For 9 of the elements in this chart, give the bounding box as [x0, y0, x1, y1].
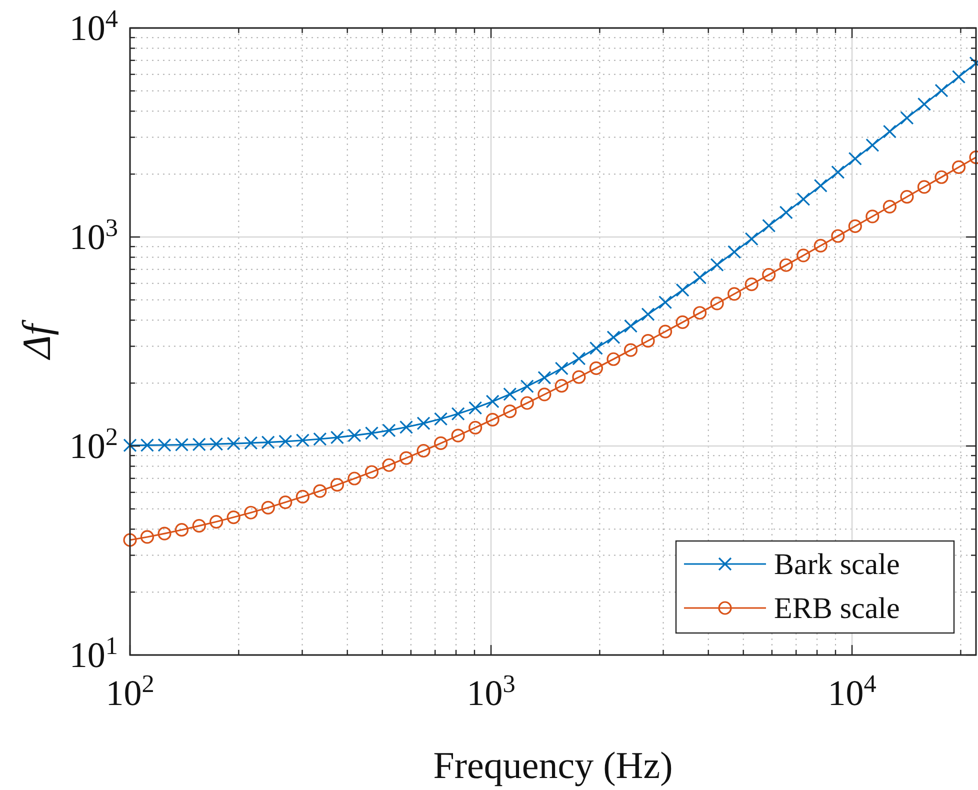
y-tick-label: 10$^{2}$: [69, 424, 118, 466]
legend-label: Bark scale: [774, 548, 900, 581]
x-tick-label: 10$^{4}$: [828, 670, 877, 713]
y-tick-label: 10$^{3}$: [69, 214, 118, 257]
x-tick-label: 10$^{3}$: [466, 670, 516, 713]
y-axis-title: Δf: [14, 319, 59, 361]
x-axis-title: Frequency (Hz): [433, 745, 673, 787]
legend-label: ERB scale: [774, 592, 900, 625]
y-tick-label: 10$^{4}$: [69, 6, 118, 48]
